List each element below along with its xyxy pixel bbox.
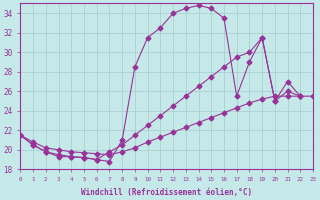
X-axis label: Windchill (Refroidissement éolien,°C): Windchill (Refroidissement éolien,°C) [81,188,252,197]
